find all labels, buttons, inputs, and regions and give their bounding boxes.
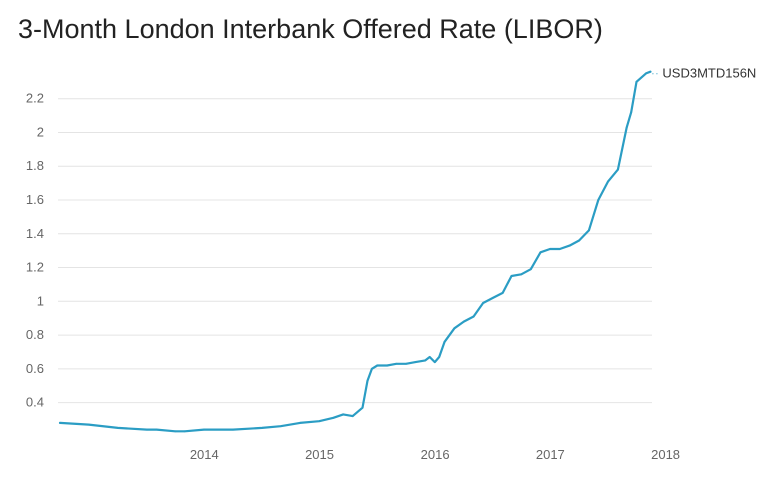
data-point	[472, 315, 475, 318]
y-axis-ticks: 0.4 0.6 0.8 1 1.2 1.4 1.6 1.8 2 2.2	[26, 91, 44, 410]
data-point	[568, 244, 571, 247]
x-tick-label: 2016	[421, 447, 450, 462]
data-point	[462, 320, 465, 323]
data-point	[371, 367, 373, 370]
data-point	[549, 248, 551, 250]
x-tick-label: 2017	[536, 447, 565, 462]
data-point	[453, 327, 456, 330]
x-tick-label: 2014	[190, 447, 219, 462]
data-point	[87, 423, 90, 426]
data-point	[635, 80, 638, 83]
y-tick-label: 1.8	[26, 158, 44, 173]
x-tick-label: 2018	[651, 447, 680, 462]
data-point	[630, 111, 633, 114]
data-point	[645, 72, 647, 75]
data-point	[279, 425, 282, 428]
series-line	[58, 70, 652, 433]
data-point	[116, 427, 119, 429]
data-point	[232, 428, 234, 431]
data-point	[414, 361, 417, 363]
y-tick-label: 0.4	[26, 395, 44, 410]
data-point	[529, 268, 532, 271]
data-point	[342, 413, 345, 416]
data-point	[183, 430, 186, 433]
data-point	[443, 340, 446, 343]
data-point	[578, 239, 580, 242]
data-point	[424, 359, 427, 362]
gridlines	[58, 98, 652, 404]
y-tick-label: 2	[37, 124, 44, 139]
data-point	[482, 302, 484, 304]
data-point	[155, 428, 158, 431]
data-point	[438, 356, 441, 358]
data-point	[607, 180, 610, 183]
data-point	[332, 416, 335, 419]
series-layer: USD3MTD156N	[58, 66, 756, 433]
data-point	[376, 364, 379, 367]
data-point	[318, 420, 321, 423]
data-point	[203, 428, 205, 431]
y-tick-label: 2.2	[26, 91, 44, 106]
data-point	[433, 361, 436, 363]
data-point	[405, 362, 407, 365]
data-point	[539, 251, 542, 254]
data-point	[299, 421, 301, 424]
data-point	[145, 428, 148, 431]
x-axis-ticks: 2014 2015 2016 2017 2018	[190, 447, 680, 462]
y-tick-label: 1.2	[26, 260, 44, 275]
series-label: USD3MTD156N	[662, 66, 756, 81]
data-point	[510, 275, 513, 277]
data-point	[597, 199, 600, 201]
y-tick-label: 1.6	[26, 192, 44, 207]
data-point	[649, 70, 652, 73]
data-point	[59, 421, 61, 424]
data-point	[501, 291, 504, 294]
data-point	[617, 168, 619, 171]
data-point	[558, 248, 561, 250]
data-point	[366, 379, 369, 382]
data-point	[491, 297, 494, 299]
data-point	[351, 415, 354, 418]
data-point	[625, 126, 628, 129]
y-tick-label: 1.4	[26, 226, 44, 241]
data-point	[386, 364, 388, 367]
y-tick-label: 0.8	[26, 327, 44, 342]
data-point	[520, 273, 523, 276]
data-point	[587, 229, 590, 232]
x-tick-label: 2015	[305, 447, 334, 462]
data-point	[361, 406, 364, 409]
data-point	[261, 427, 263, 429]
chart-title: 3-Month London Interbank Offered Rate (L…	[18, 14, 603, 44]
y-tick-label: 1	[37, 293, 44, 308]
data-point	[174, 430, 177, 433]
y-tick-label: 0.6	[26, 361, 44, 376]
data-point	[428, 356, 431, 358]
data-point	[395, 362, 398, 365]
